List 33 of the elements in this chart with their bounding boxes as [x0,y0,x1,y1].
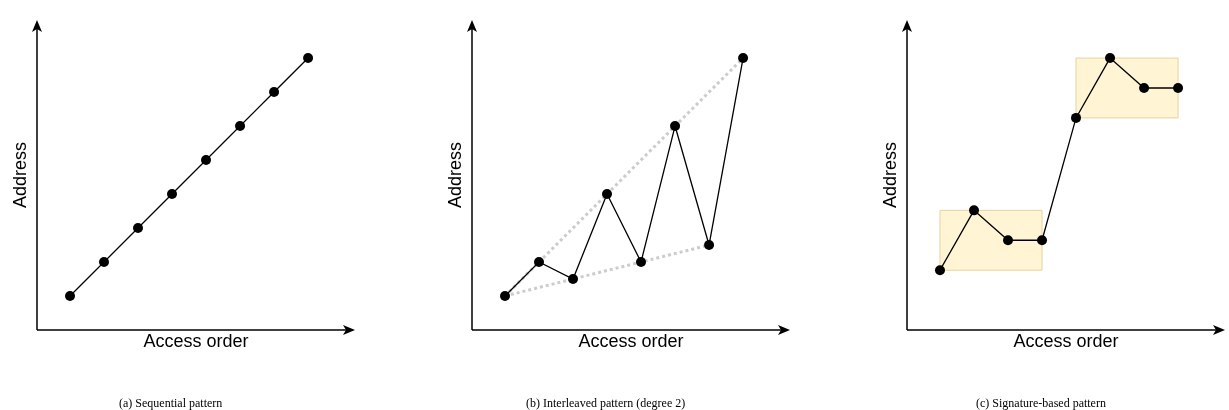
point [1071,112,1082,123]
point [704,240,715,251]
point [1173,82,1184,93]
point [568,274,579,285]
x-axis-title: Access order [578,331,684,352]
x-axis-title: Access order [143,331,249,352]
text: (c) Signature-based pattern [976,396,1106,410]
point [1139,82,1150,93]
y-axis-title: Address [880,141,901,209]
point [1037,235,1048,246]
point [1105,53,1116,64]
point [636,257,647,268]
point [534,257,544,268]
y-axis-title: Address [445,141,466,209]
point [670,121,681,132]
point [269,87,280,98]
point [969,205,979,216]
x-axis-title: Access order [1013,331,1119,352]
point [133,223,144,234]
y-axis-title: Address [10,141,31,209]
point [99,257,109,268]
point [235,121,246,132]
point [499,291,510,302]
point [201,155,212,166]
point [303,53,314,64]
point [1003,235,1014,246]
point [602,189,613,200]
text: (a) Sequential pattern [119,396,223,410]
point [167,189,178,200]
point [934,265,945,276]
point [64,291,75,302]
text: (b) Interleaved pattern (degree 2) [526,396,686,410]
point [738,53,749,64]
